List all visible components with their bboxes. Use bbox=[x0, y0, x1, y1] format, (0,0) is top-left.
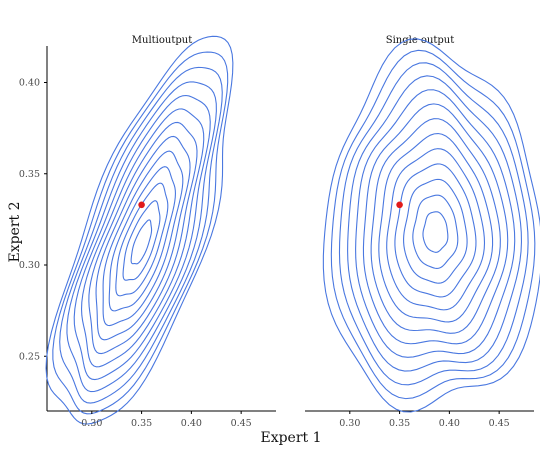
contour-line bbox=[330, 49, 536, 400]
y-tick-label: 0.25 bbox=[19, 351, 40, 362]
contour-line bbox=[378, 132, 494, 323]
contour-line bbox=[122, 200, 161, 281]
y-axis: 0.25 0.30 0.35 0.40 Expert 2 bbox=[7, 46, 48, 411]
panel-multioutput: Multioutput 0.30 0.35 0.40 0.45 bbox=[45, 35, 276, 429]
contour-line bbox=[412, 194, 459, 269]
contour-line bbox=[80, 108, 205, 368]
contour-line bbox=[394, 163, 477, 298]
contour-line bbox=[322, 38, 540, 413]
reference-point bbox=[138, 201, 145, 209]
x-tick-label: 0.45 bbox=[231, 418, 252, 429]
contour-line bbox=[52, 51, 229, 415]
panel-single-output: Single output 0.30 0.35 0.40 0.45 bbox=[305, 35, 540, 429]
x-tick-label: 0.40 bbox=[439, 418, 460, 429]
x-tick-label: 0.45 bbox=[489, 418, 510, 429]
contour-line bbox=[362, 103, 509, 345]
contour-line bbox=[347, 75, 523, 372]
y-tick-label: 0.35 bbox=[19, 169, 40, 180]
contour-line bbox=[130, 219, 153, 265]
contour-line bbox=[73, 94, 211, 381]
x-tick-label: 0.35 bbox=[389, 418, 410, 429]
contour-line bbox=[386, 148, 486, 311]
x-tick-label: 0.40 bbox=[181, 418, 202, 429]
y-axis-title: Expert 2 bbox=[7, 201, 23, 262]
contour-line bbox=[45, 35, 234, 425]
contour-line bbox=[370, 118, 501, 334]
contour-line bbox=[66, 81, 217, 393]
contour-line bbox=[59, 66, 223, 404]
panel-title-single-output: Single output bbox=[386, 35, 455, 46]
contour-line bbox=[422, 211, 449, 253]
contour-line bbox=[338, 62, 529, 386]
x-tick-label: 0.30 bbox=[339, 418, 360, 429]
contour-line bbox=[355, 89, 516, 358]
contour-line bbox=[403, 178, 468, 284]
contour-line bbox=[88, 121, 198, 355]
contour-line bbox=[108, 166, 176, 312]
y-tick-label: 0.30 bbox=[19, 260, 40, 271]
reference-point bbox=[396, 201, 403, 209]
x-tick-label: 0.30 bbox=[81, 418, 102, 429]
panel-title-multioutput: Multioutput bbox=[132, 35, 192, 46]
contour-line bbox=[95, 135, 191, 341]
y-tick-label: 0.40 bbox=[19, 78, 40, 89]
x-axis-title: Expert 1 bbox=[260, 430, 321, 446]
x-tick-label: 0.35 bbox=[131, 418, 152, 429]
contour-line bbox=[102, 150, 184, 327]
